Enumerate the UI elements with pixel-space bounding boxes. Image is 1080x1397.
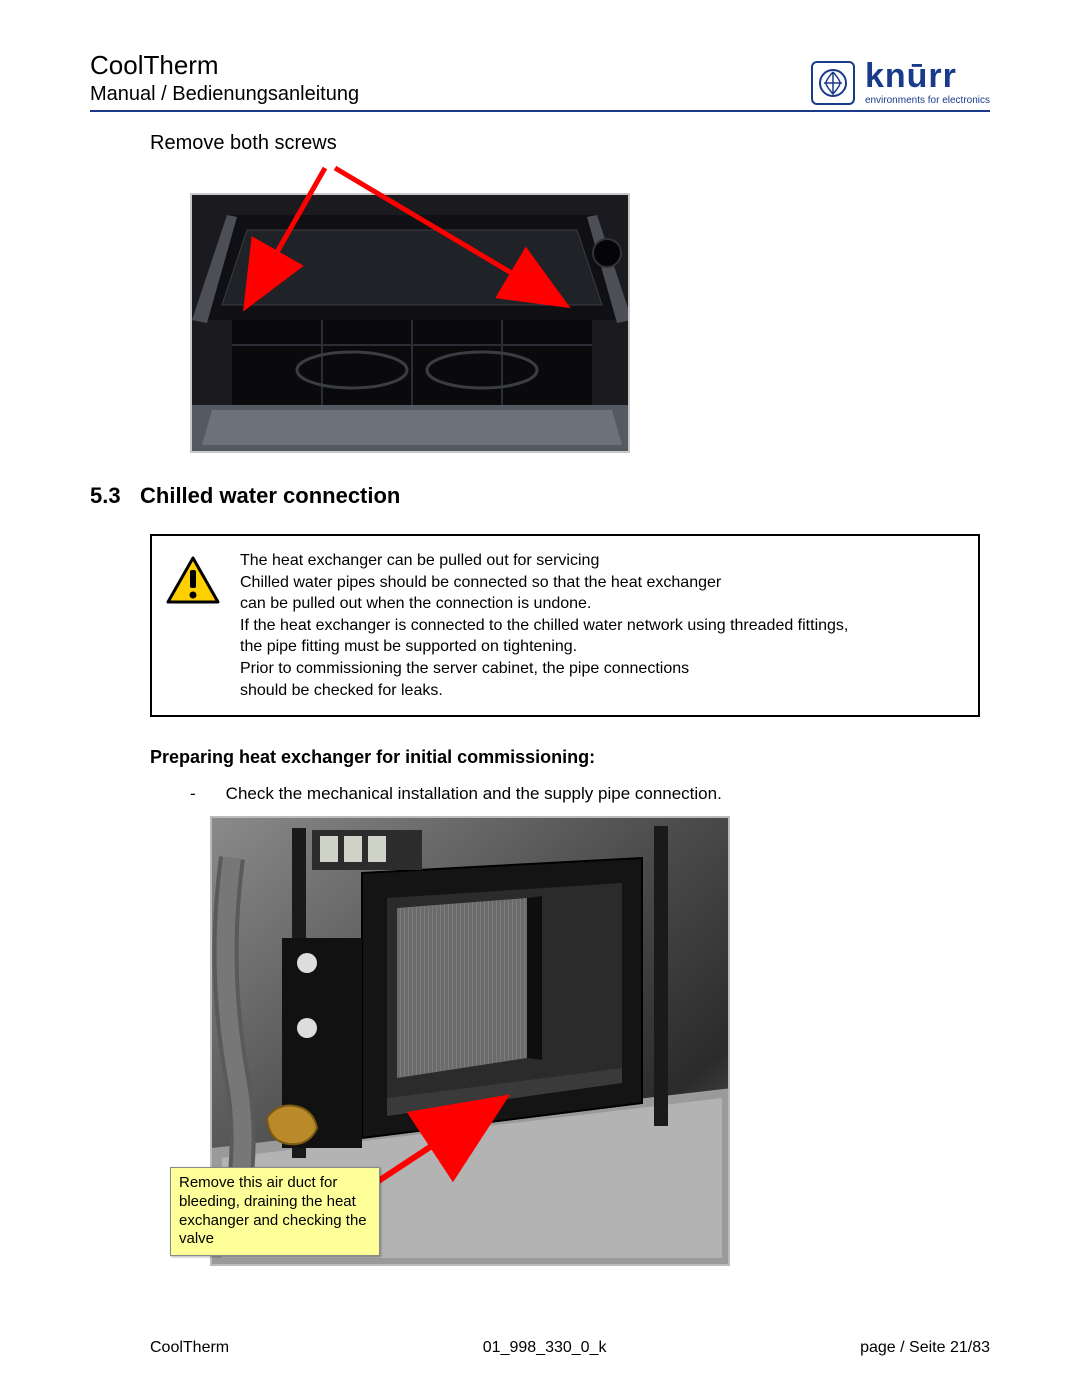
warning-line: Prior to commissioning the server cabine… [240,658,848,680]
page-header: CoolTherm Manual / Bedienungsanleitung k… [90,50,990,112]
page-content: Remove both screws [90,132,990,1266]
bullet-marker: - [190,784,196,804]
brand-logo: knūrr environments for electronics [811,59,990,106]
doc-title: CoolTherm [90,50,359,81]
footer-center: 01_998_330_0_k [483,1339,607,1357]
footer-left: CoolTherm [150,1339,229,1357]
brand-tagline: environments for electronics [865,95,990,106]
figure-remove-screws [190,163,630,453]
section-heading: 5.3Chilled water connection [90,483,980,509]
page-footer: CoolTherm 01_998_330_0_k page / Seite 21… [90,1339,990,1357]
warning-line: can be pulled out when the connection is… [240,593,848,615]
bullet-check-installation: - Check the mechanical installation and … [150,784,980,804]
brand-logo-icon [811,61,855,105]
arrows-overlay-1 [190,163,630,483]
warning-line: If the heat exchanger is connected to th… [240,615,848,637]
warning-text: The heat exchanger can be pulled out for… [240,550,848,701]
warning-line: the pipe fitting must be supported on ti… [240,636,848,658]
section-number: 5.3 [90,483,140,509]
warning-line: Chilled water pipes should be connected … [240,572,848,594]
figure-heat-exchanger: Remove this air duct for bleeding, drain… [210,816,730,1266]
section-title: Chilled water connection [140,483,400,508]
brand-logo-text: knūrr environments for electronics [865,59,990,106]
instruction-remove-screws: Remove both screws [150,132,980,155]
warning-box: The heat exchanger can be pulled out for… [150,534,980,717]
warning-line: should be checked for leaks. [240,680,848,702]
callout-remove-air-duct: Remove this air duct for bleeding, drain… [170,1167,380,1256]
warning-icon [166,556,220,609]
footer-right: page / Seite 21/83 [860,1339,990,1357]
subheading-preparing: Preparing heat exchanger for initial com… [150,747,980,768]
bullet-text: Check the mechanical installation and th… [226,784,722,804]
warning-line: The heat exchanger can be pulled out for… [240,550,848,572]
header-left: CoolTherm Manual / Bedienungsanleitung [90,50,359,106]
brand-name: knūrr [865,59,990,93]
doc-subtitle: Manual / Bedienungsanleitung [90,83,359,106]
